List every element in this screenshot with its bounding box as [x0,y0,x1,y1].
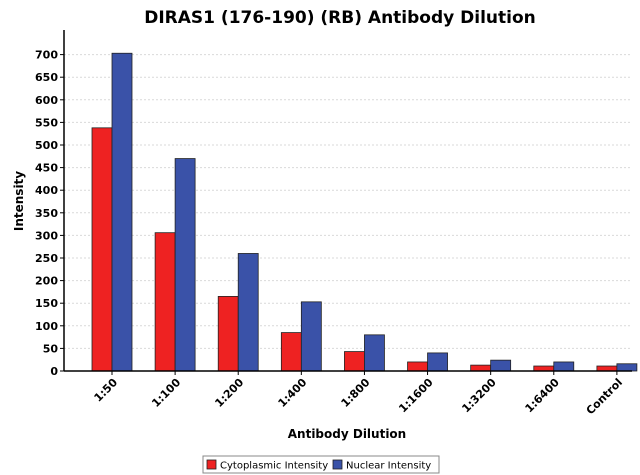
y-tick-label: 150 [35,297,58,310]
x-tick-label: 1:200 [212,376,246,410]
x-axis-ticks: 1:50 1:100 1:200 1:400 1:800 1:1600 1:3200 1:64… [92,371,625,417]
axes [63,30,632,372]
y-tick-label: 0 [50,365,58,378]
y-tick-label: 200 [35,275,58,288]
bar-nuclear-6 [490,359,512,372]
x-tick-label: 1:50 [92,376,121,405]
bar-cytoplasmic-4 [344,351,365,372]
y-tick-label: 450 [35,162,58,175]
y-tick-label: 400 [35,184,58,197]
y-tick-label: 700 [35,49,58,62]
bar-nuclear-0 [111,52,133,372]
legend-swatch-cytoplasmic [206,459,217,470]
x-tick-label: 1:100 [149,376,183,410]
y-tick-label: 650 [35,71,58,84]
y-tick-label: 550 [35,116,58,129]
gridlines [64,54,632,349]
bar-nuclear-1 [174,158,196,372]
legend-label-nuclear: Nuclear Intensity [346,461,431,472]
bar-cytoplasmic-3 [280,332,302,372]
y-tick-label: 350 [35,207,58,220]
bar-cytoplasmic-6 [470,364,492,372]
x-tick-label: 1:3200 [459,376,499,416]
y-axis-label: Intensity [12,171,26,231]
chart-title: DIRAS1 (176-190) (RB) Antibody Dilution [144,8,536,28]
legend-swatch-nuclear [332,459,343,470]
bar-nuclear-8 [616,363,638,372]
x-tick-label: 1:800 [339,376,373,410]
y-tick-label: 300 [35,229,58,242]
legend-label-cytoplasmic: Cytoplasmic Intensity [220,461,328,472]
bar-nuclear-4 [364,334,385,372]
bar-cytoplasmic-0 [91,127,113,372]
y-tick-label: 600 [35,94,58,107]
x-tick-label: 1:1600 [396,376,436,416]
legend-box [202,455,440,474]
bar-nuclear-2 [237,253,259,372]
bar-nuclear-7 [553,361,575,372]
y-tick-label: 250 [35,252,58,265]
bar-cytoplasmic-5 [407,361,428,372]
y-axis-ticks: 0 50 100 150 200 250 300 350 400 450 500 550 600 650 7… [35,49,64,378]
bar-nuclear-5 [427,352,448,372]
bar-cytoplasmic-2 [217,296,239,372]
x-tick-label: 1:6400 [523,376,563,416]
y-tick-label: 50 [43,342,59,355]
x-tick-label: 1:400 [276,376,310,410]
y-tick-label: 100 [35,320,58,333]
bar-nuclear-3 [300,301,322,372]
x-axis-label: Antibody Dilution [288,427,406,441]
bar-cytoplasmic-1 [154,232,176,372]
y-tick-label: 500 [35,139,58,152]
x-tick-label: Control [584,376,625,417]
legend: Cytoplasmic Intensity Nuclear Intensity [202,455,440,474]
bars [91,52,638,372]
